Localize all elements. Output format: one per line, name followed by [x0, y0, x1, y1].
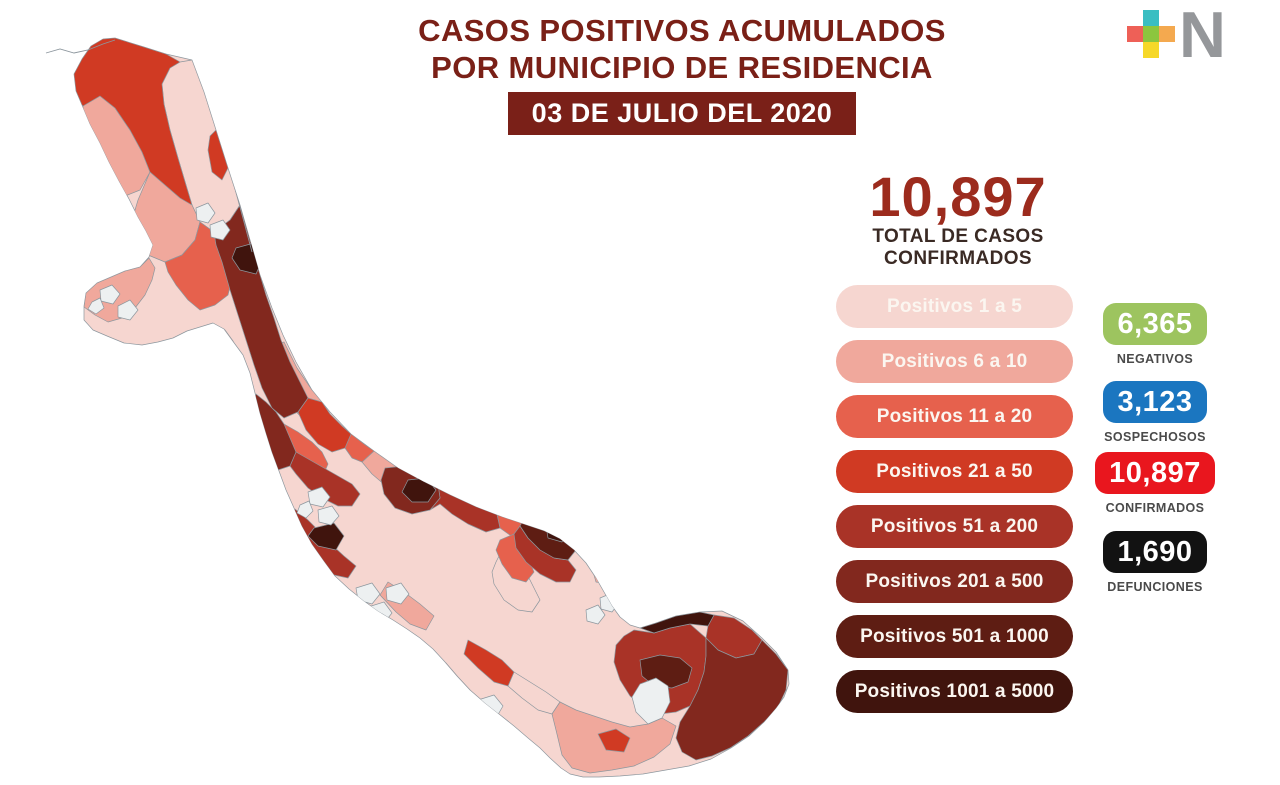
mas-noticias-logo: N: [1127, 2, 1237, 67]
plus-square-bottom: [1143, 42, 1159, 58]
total-label-line-1: TOTAL DE CASOS: [872, 226, 1044, 247]
title-line-1: CASOS POSITIVOS ACUMULADOS: [418, 13, 946, 48]
confirmados-label: CONFIRMADOS: [1105, 501, 1205, 515]
legend-item-1a5: Positivos 1 a 5: [836, 285, 1073, 328]
stat-defunciones: 1,690 DEFUNCIONES: [1090, 531, 1220, 594]
title-line-2: POR MUNICIPIO DE RESIDENCIA: [431, 50, 933, 85]
confirmados-badge: 10,897: [1095, 452, 1215, 494]
map-container: [30, 5, 800, 785]
map-regions-positivos-21a50: [74, 38, 631, 753]
total-confirmed-value: 10,897: [869, 165, 1047, 228]
defunciones-label: DEFUNCIONES: [1107, 580, 1203, 594]
stat-negativos: 6,365 NEGATIVOS: [1090, 303, 1220, 366]
legend-item-6a10: Positivos 6 a 10: [836, 340, 1073, 383]
total-confirmed-block: 10,897 TOTAL DE CASOS CONFIRMADOS: [845, 168, 1071, 270]
total-confirmed-label: TOTAL DE CASOS CONFIRMADOS: [845, 226, 1071, 270]
total-label-line-2: CONFIRMADOS: [884, 248, 1032, 269]
plus-square-center: [1143, 26, 1159, 42]
plus-square-top: [1143, 10, 1159, 26]
defunciones-badge: 1,690: [1103, 531, 1207, 573]
sospechosos-label: SOSPECHOSOS: [1104, 430, 1206, 444]
northwest-tail-line: [45, 39, 116, 54]
legend-item-51a200: Positivos 51 a 200: [836, 505, 1073, 548]
sospechosos-badge: 3,123: [1103, 381, 1207, 423]
plus-square-right: [1159, 26, 1175, 42]
legend-item-1001a5000: Positivos 1001 a 5000: [836, 670, 1073, 713]
legend: Positivos 1 a 5 Positivos 6 a 10 Positiv…: [836, 285, 1073, 725]
logo-letter-n: N: [1179, 0, 1226, 71]
legend-item-21a50: Positivos 21 a 50: [836, 450, 1073, 493]
legend-item-201a500: Positivos 201 a 500: [836, 560, 1073, 603]
negativos-label: NEGATIVOS: [1116, 352, 1194, 366]
plus-square-left: [1127, 26, 1143, 42]
negativos-badge: 6,365: [1103, 303, 1207, 345]
page-title: CASOS POSITIVOS ACUMULADOS POR MUNICIPIO…: [392, 12, 972, 86]
legend-item-11a20: Positivos 11 a 20: [836, 395, 1073, 438]
stat-confirmados: 10,897 CONFIRMADOS: [1090, 452, 1220, 515]
veracruz-choropleth-map: [45, 37, 790, 778]
legend-item-501a1000: Positivos 501 a 1000: [836, 615, 1073, 658]
date-banner: 03 DE JULIO DEL 2020: [507, 92, 857, 135]
plus-icon: [1127, 10, 1175, 58]
header: CASOS POSITIVOS ACUMULADOS POR MUNICIPIO…: [392, 12, 972, 135]
stat-sospechosos: 3,123 SOSPECHOSOS: [1090, 381, 1220, 444]
